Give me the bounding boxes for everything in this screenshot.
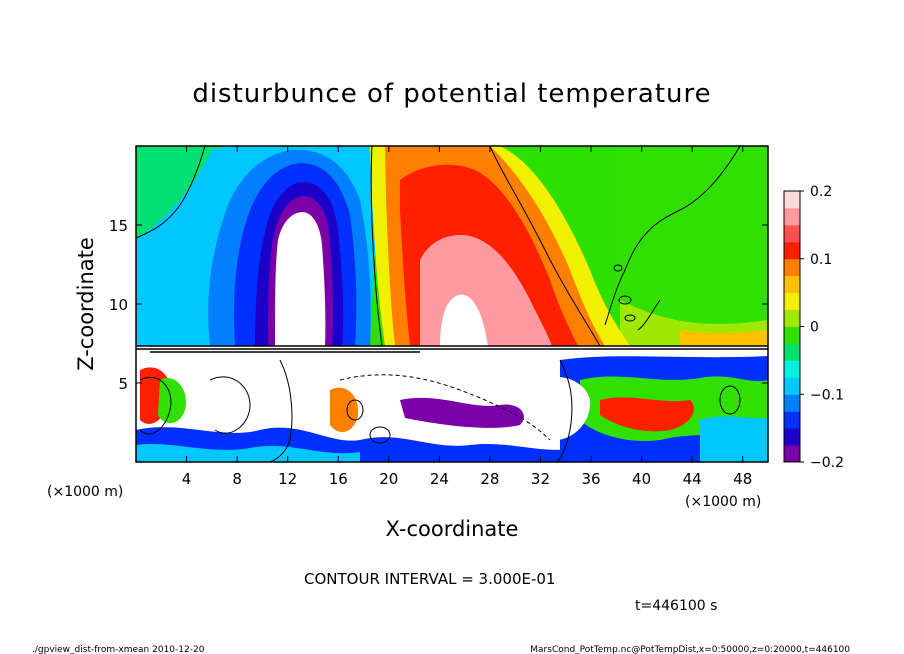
time-text: t=446100 s (635, 598, 717, 614)
contour-interval-text: CONTOUR INTERVAL = 3.000E-01 (304, 570, 555, 588)
contour-loop-6 (719, 385, 741, 415)
colorbar-tick-label: 0 (810, 320, 819, 336)
x-tick-label: 8 (232, 470, 242, 488)
field-cold-plume-core (275, 212, 326, 346)
footer-left: ./gpview_dist-from-xmean 2010-12-20 (32, 645, 205, 654)
contour-lower-dashed (339, 374, 551, 441)
contour-warm-right (489, 146, 601, 347)
colorbar-swatch (784, 258, 800, 277)
field-lower-mid-warm (330, 387, 359, 433)
y-tick-label: 15 (109, 217, 128, 235)
contour-loop-3 (613, 264, 623, 272)
contour-loop-4 (346, 399, 364, 421)
x-axis-label: X-coordinate (386, 517, 519, 541)
colorbar-swatch (784, 394, 800, 412)
colorbar-swatch (784, 411, 800, 429)
field-lower-white-left (538, 376, 591, 440)
x-tick-label: 16 (329, 470, 348, 488)
contour-right-upper (604, 146, 741, 326)
x-tick-label: 32 (531, 470, 550, 488)
contour-right-lower (637, 299, 661, 331)
colorbar-tick-label: −0.2 (810, 455, 844, 471)
x-axis: 4 8 12 16 20 24 28 32 36 40 44 48 (182, 146, 752, 488)
footer-right: MarsCond_PotTemp.nc@PotTempDist,x=0:5000… (530, 645, 850, 654)
colorbar: 0.2 0.1 0 −0.1 −0.2 (783, 184, 844, 471)
field-left-cyan-edge (136, 146, 215, 240)
x-tick-label: 48 (733, 470, 752, 488)
field-lower-left-green (158, 378, 186, 424)
field-lower-cyan-band (136, 443, 360, 462)
x-tick-label: 40 (632, 470, 651, 488)
x-tick-label: 36 (581, 470, 600, 488)
colorbar-swatch (784, 377, 800, 395)
field-lower-right-red (600, 397, 694, 432)
colorbar-swatch (784, 275, 800, 294)
colorbar-swatch (784, 309, 800, 327)
chart-title: disturbunce of potential temperature (192, 79, 711, 109)
y-axis-label: Z-coordinate (74, 237, 98, 371)
field-lower-right-cyan (700, 416, 768, 462)
y-tick-label: 5 (118, 375, 128, 393)
colorbar-swatch (784, 326, 800, 344)
x-tick-label: 4 (182, 470, 192, 488)
x-tick-label: 28 (480, 470, 499, 488)
colorbar-tick-label: 0.2 (810, 184, 832, 200)
colorbar-swatch (784, 224, 800, 243)
x-tick-label: 44 (683, 470, 702, 488)
colorbar-tick-label: 0.1 (810, 252, 832, 268)
contour-loop-1 (618, 295, 632, 305)
contour-lines (136, 146, 768, 462)
x-tick-label: 20 (379, 470, 398, 488)
colorbar-swatch (784, 428, 800, 446)
x-axis-unit-right: (×1000 m) (685, 494, 761, 510)
contour-lower-left (139, 376, 172, 435)
contour-loop-5 (369, 426, 391, 444)
x-axis-unit-left: (×1000 m) (47, 484, 123, 500)
contour-lower-mid (209, 376, 251, 434)
colorbar-swatch (784, 207, 800, 226)
colorbar-swatch (784, 360, 800, 378)
x-tick-label: 24 (430, 470, 449, 488)
contour-loop-2 (624, 314, 636, 322)
colorbar-swatch (784, 241, 800, 260)
y-tick-label: 10 (109, 296, 128, 314)
field-right-orange-band (680, 330, 768, 346)
contour-left-upper (136, 146, 206, 239)
contour-interface (136, 345, 768, 353)
colorbar-swatch (784, 445, 800, 463)
contour-lower-right (555, 359, 573, 462)
contour-warm-left (370, 146, 383, 347)
plot-area (136, 146, 768, 462)
contour-lower-center (269, 359, 293, 462)
field-warm-core (440, 294, 488, 346)
colorbar-swatch (784, 292, 800, 311)
colorbar-swatch (784, 191, 800, 209)
y-axis: 5 10 15 (109, 217, 768, 393)
field-lower-mid-purple (400, 397, 524, 428)
colorbar-swatch (784, 343, 800, 361)
x-tick-label: 12 (278, 470, 297, 488)
colorbar-tick-label: −0.1 (810, 387, 844, 403)
